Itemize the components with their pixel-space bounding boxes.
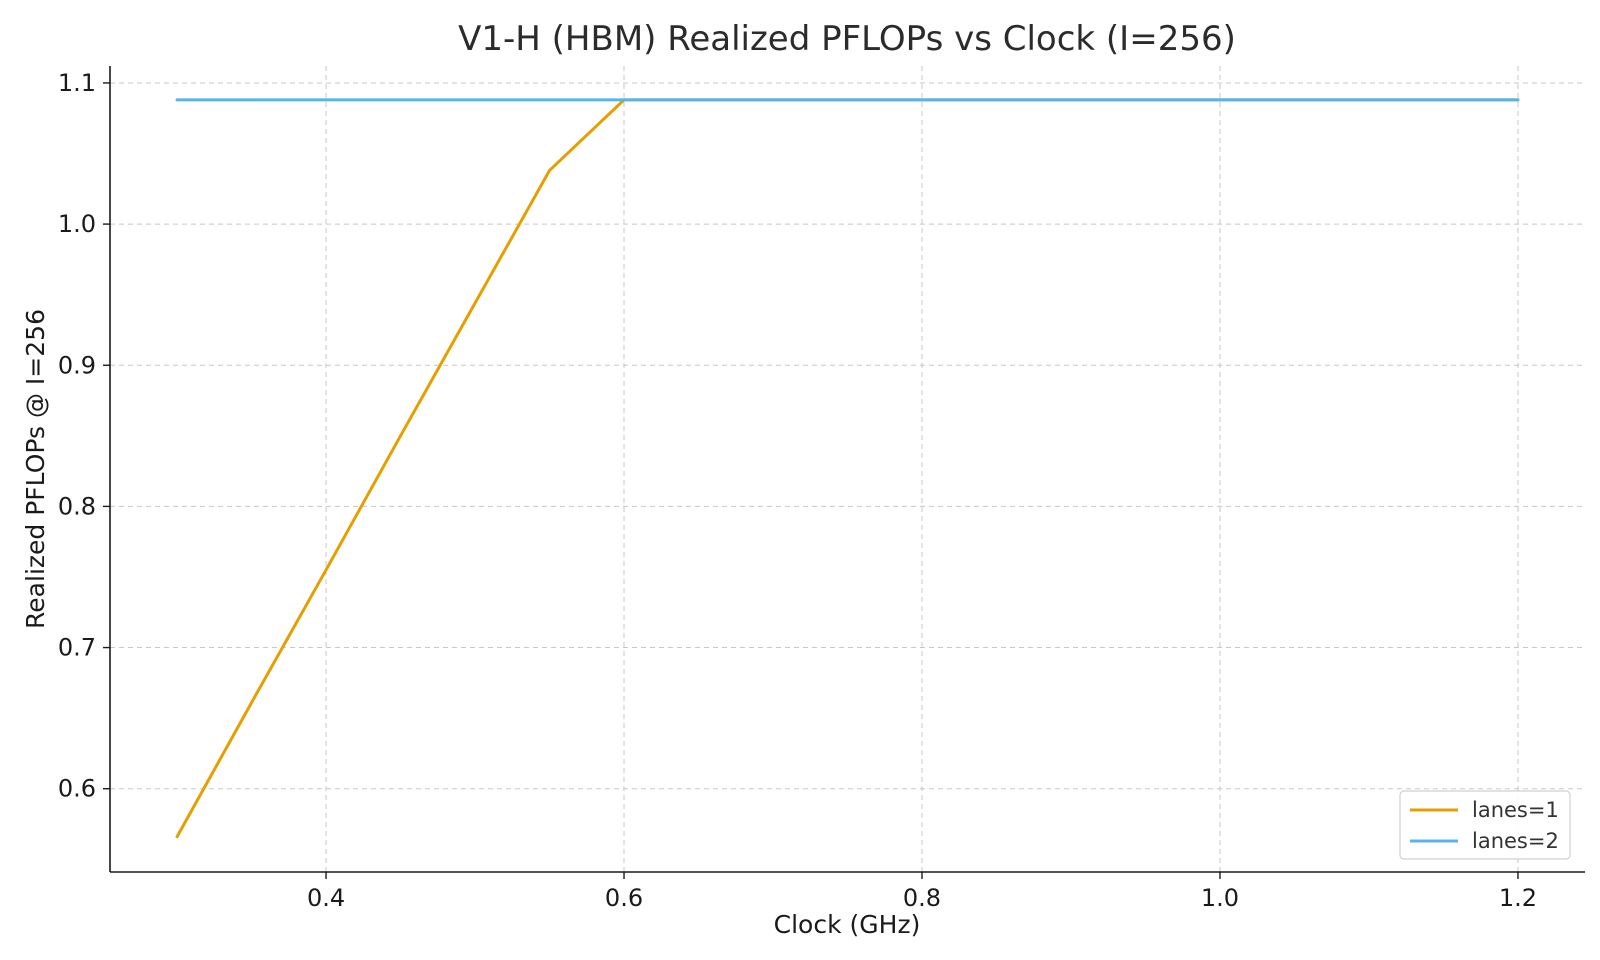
series-line-lanes-1 — [175, 98, 1520, 839]
legend-label: lanes=1 — [1472, 798, 1559, 822]
legend-items: lanes=1 lanes=2 — [1410, 798, 1559, 853]
grid-layer — [110, 66, 1585, 872]
y-tick-label: 1.1 — [58, 69, 96, 97]
x-tick-label: 0.4 — [307, 884, 345, 912]
legend: lanes=1 lanes=2 — [1399, 790, 1571, 860]
axes-layer — [109, 66, 1585, 873]
y-tick-label: 0.9 — [58, 351, 96, 379]
ticks-layer: 0.4 0.6 0.8 1.0 1.2 0.6 0.7 0.8 0.9 1.0 1.1 — [58, 69, 1537, 912]
x-tick-label: 1.0 — [1201, 884, 1239, 912]
x-tick-label: 0.8 — [903, 884, 941, 912]
x-tick-label: 1.2 — [1499, 884, 1537, 912]
series-layer — [175, 98, 1520, 839]
y-axis-label: Realized PFLOPs @ I=256 — [21, 309, 50, 629]
y-tick-label: 0.8 — [58, 492, 96, 520]
y-tick-label: 0.7 — [58, 634, 96, 662]
y-tick-label: 1.0 — [58, 210, 96, 238]
x-tick-label: 0.6 — [605, 884, 643, 912]
legend-label: lanes=2 — [1472, 829, 1559, 853]
x-axis-label: Clock (GHz) — [774, 910, 921, 939]
y-tick-label: 0.6 — [58, 775, 96, 803]
chart-title: V1-H (HBM) Realized PFLOPs vs Clock (I=2… — [458, 19, 1236, 59]
